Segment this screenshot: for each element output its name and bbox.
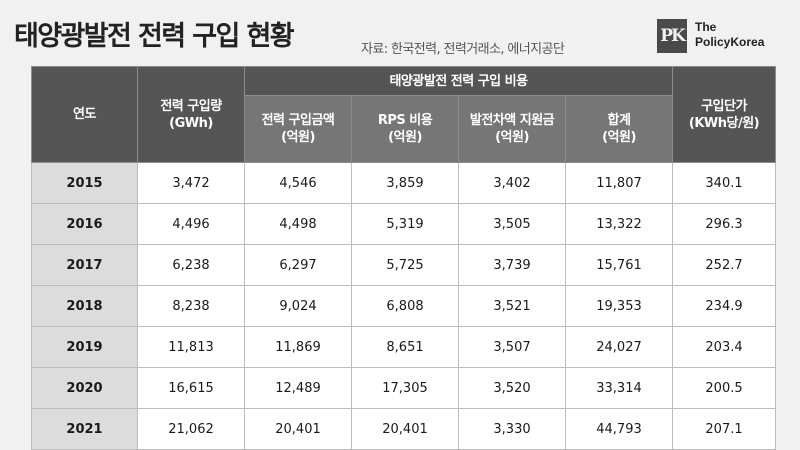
cell-diff-subsidy: 3,739 <box>458 244 566 286</box>
cell-year: 2016 <box>31 203 138 245</box>
table-row: 2018 8,238 9,024 6,808 3,521 19,353 234.… <box>31 285 777 327</box>
cell-purchase-amount: 20,401 <box>244 408 352 450</box>
header-cost-group: 태양광발전 전력 구입 비용 <box>243 66 674 96</box>
cell-purchase-amount: 12,489 <box>244 367 352 409</box>
cell-rps-cost: 3,859 <box>351 162 459 204</box>
header-unit-price: 구입단가 (KWh당/원) <box>672 66 777 163</box>
header-year: 연도 <box>31 66 138 163</box>
logo-text: The PolicyKorea <box>695 20 764 50</box>
cell-volume: 21,062 <box>137 408 245 450</box>
cell-unit-price: 252.7 <box>672 244 777 286</box>
cell-year: 2018 <box>31 285 138 327</box>
cell-rps-cost: 17,305 <box>351 367 459 409</box>
header-total-label: 합계 <box>607 113 631 128</box>
cell-unit-price: 203.4 <box>672 326 777 368</box>
logo-text-line1: The <box>695 20 717 34</box>
table-row: 2020 16,615 12,489 17,305 3,520 33,314 2… <box>31 367 777 409</box>
cell-rps-cost: 20,401 <box>351 408 459 450</box>
cell-total: 33,314 <box>564 367 674 409</box>
logo-mark-icon: PK <box>657 19 687 53</box>
page-title: 태양광발전 전력 구입 현황 <box>14 21 295 52</box>
cell-year: 2021 <box>31 408 138 450</box>
cell-volume: 4,496 <box>137 203 245 245</box>
cell-total: 44,793 <box>564 408 674 450</box>
logo-text-line2: PolicyKorea <box>695 35 765 49</box>
cell-year: 2015 <box>31 162 138 204</box>
cell-year: 2017 <box>31 244 138 286</box>
header-rps-cost-label: RPS 비용 <box>377 113 433 128</box>
table-row: 2015 3,472 4,546 3,859 3,402 11,807 340.… <box>31 162 777 204</box>
cell-total: 24,027 <box>564 326 674 368</box>
header-volume: 전력 구입량 (GWh) <box>137 66 245 163</box>
header-total: 합계 (억원) <box>564 95 674 163</box>
header-volume-unit: (GWh) <box>169 115 213 131</box>
header-unit-price-unit: (KWh당/원) <box>688 115 760 131</box>
header-unit-price-label: 구입단가 <box>701 98 747 114</box>
header-purchase-amount: 전력 구입금액 (억원) <box>244 95 352 163</box>
header-purchase-amount-unit: (억원) <box>281 130 315 145</box>
cell-unit-price: 207.1 <box>672 408 777 450</box>
header-diff-subsidy-unit: (억원) <box>495 130 529 145</box>
cell-purchase-amount: 4,498 <box>244 203 352 245</box>
cell-volume: 8,238 <box>137 285 245 327</box>
cell-year: 2020 <box>31 367 138 409</box>
cell-purchase-amount: 4,546 <box>244 162 352 204</box>
cell-year: 2019 <box>31 326 138 368</box>
cell-diff-subsidy: 3,505 <box>458 203 566 245</box>
cell-rps-cost: 5,319 <box>351 203 459 245</box>
header-total-unit: (억원) <box>602 130 636 145</box>
cell-purchase-amount: 11,869 <box>244 326 352 368</box>
cell-volume: 6,238 <box>137 244 245 286</box>
cell-unit-price: 234.9 <box>672 285 777 327</box>
cell-diff-subsidy: 3,402 <box>458 162 566 204</box>
cell-diff-subsidy: 3,330 <box>458 408 566 450</box>
cell-volume: 3,472 <box>137 162 245 204</box>
cell-unit-price: 200.5 <box>672 367 777 409</box>
cell-rps-cost: 8,651 <box>351 326 459 368</box>
table-row: 2016 4,496 4,498 5,319 3,505 13,322 296.… <box>31 203 777 245</box>
cell-rps-cost: 6,808 <box>351 285 459 327</box>
solar-purchase-table: 연도 전력 구입량 (GWh) 태양광발전 전력 구입 비용 구입단가 (KWh… <box>31 66 777 450</box>
header-diff-subsidy-label: 발전차액 지원금 <box>469 113 555 128</box>
header-purchase-amount-label: 전력 구입금액 <box>261 113 335 128</box>
cell-diff-subsidy: 3,521 <box>458 285 566 327</box>
cell-total: 11,807 <box>564 162 674 204</box>
cell-purchase-amount: 6,297 <box>244 244 352 286</box>
cell-diff-subsidy: 3,520 <box>458 367 566 409</box>
table-row: 2017 6,238 6,297 5,725 3,739 15,761 252.… <box>31 244 777 286</box>
table-row: 2019 11,813 11,869 8,651 3,507 24,027 20… <box>31 326 777 368</box>
cell-rps-cost: 5,725 <box>351 244 459 286</box>
source-note: 자료: 한국전력, 전력거래소, 에너지공단 <box>361 42 565 57</box>
cell-total: 15,761 <box>564 244 674 286</box>
cell-unit-price: 296.3 <box>672 203 777 245</box>
header-rps-cost: RPS 비용 (억원) <box>351 95 459 163</box>
table-body: 2015 3,472 4,546 3,859 3,402 11,807 340.… <box>31 162 777 450</box>
cell-total: 19,353 <box>564 285 674 327</box>
cell-total: 13,322 <box>564 203 674 245</box>
header-diff-subsidy: 발전차액 지원금 (억원) <box>458 95 566 163</box>
cell-purchase-amount: 9,024 <box>244 285 352 327</box>
cell-unit-price: 340.1 <box>672 162 777 204</box>
header-rps-cost-unit: (억원) <box>388 130 422 145</box>
cell-volume: 16,615 <box>137 367 245 409</box>
cell-diff-subsidy: 3,507 <box>458 326 566 368</box>
header-volume-label: 전력 구입량 <box>160 98 222 114</box>
cell-volume: 11,813 <box>137 326 245 368</box>
table-row: 2021 21,062 20,401 20,401 3,330 44,793 2… <box>31 408 777 450</box>
